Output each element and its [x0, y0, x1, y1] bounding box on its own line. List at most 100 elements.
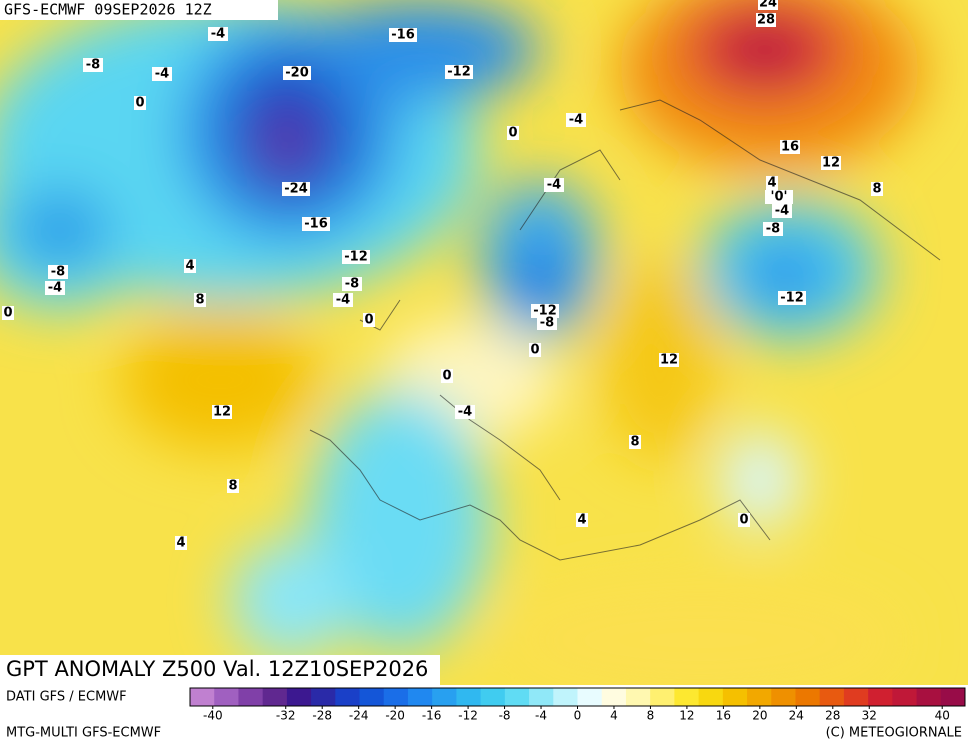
colorbar-tick-label: -32	[276, 709, 296, 723]
colorbar-swatch	[529, 688, 554, 706]
run-label: GFS-ECMWF 09SEP2026 12Z	[4, 1, 212, 19]
colorbar-tick-label: -24	[349, 709, 369, 723]
contour-label-bg	[659, 353, 679, 367]
contour-label-bg	[629, 435, 641, 449]
anomaly-field	[0, 0, 968, 685]
contour-label-bg	[227, 479, 239, 493]
contour-label: '0'	[770, 190, 787, 205]
contour-label-bg	[507, 126, 519, 140]
contour-label-bg	[765, 190, 793, 204]
copyright: (C) METEOGIORNALE	[826, 726, 962, 741]
contour-label: 0	[442, 369, 451, 384]
contour-label: -12	[533, 304, 557, 319]
contour-label: -4	[775, 204, 789, 219]
contour-label-bg	[48, 265, 68, 279]
contour-label-bg	[871, 182, 883, 196]
contour-label: -4	[211, 27, 225, 42]
contour-label-bg	[342, 250, 370, 264]
colorbar-swatch	[359, 688, 385, 706]
colorbar-tick-label: 28	[825, 709, 840, 723]
contour-label: -20	[285, 66, 309, 81]
contour-label: 24	[759, 0, 777, 11]
colorbar-swatch	[190, 688, 215, 706]
contour-label-bg	[134, 96, 146, 110]
colorbar-swatch	[771, 688, 796, 706]
contour-label: -16	[304, 217, 328, 232]
colorbar-swatch	[747, 688, 772, 706]
contour-label-bg	[83, 58, 103, 72]
colorbar-tick-label: 40	[935, 709, 950, 723]
contour-label-bg	[175, 536, 187, 550]
contour-label-bg	[2, 306, 14, 320]
contour-label: 0	[364, 313, 373, 328]
contour-label-bg	[45, 281, 65, 295]
colorbar-tick-label: -28	[312, 709, 332, 723]
contour-label-bg	[531, 304, 559, 318]
contour-label: -8	[86, 58, 100, 73]
colorbar-swatch	[480, 688, 506, 706]
colorbar-tick-label: 8	[647, 709, 655, 723]
contour-label-bg	[363, 313, 375, 327]
colorbar-tick-label: 20	[752, 709, 767, 723]
contour-label: 4	[767, 176, 776, 191]
colorbar-swatch	[868, 688, 893, 706]
contour-label: -4	[569, 113, 583, 128]
contour-label: 12	[213, 405, 231, 420]
contour-label-bg	[772, 204, 792, 218]
model-label: MTG-MULTI GFS-ECMWF	[6, 726, 161, 741]
header-box	[0, 0, 278, 20]
contour-label: -12	[344, 250, 368, 265]
colorbar-swatch	[795, 688, 821, 706]
source-label: DATI GFS / ECMWF	[6, 690, 127, 705]
colorbar-swatch	[504, 688, 530, 706]
colorbar-swatch	[286, 688, 312, 706]
colorbar-swatch	[262, 688, 288, 706]
colorbar-swatch	[698, 688, 724, 706]
colorbar-tick-label: -16	[422, 709, 442, 723]
contour-label: -12	[780, 291, 804, 306]
contour-label: 0	[3, 306, 12, 321]
contour-label-bg	[455, 405, 475, 419]
colorbar-swatch	[311, 688, 336, 706]
contour-label-bg	[152, 67, 172, 81]
contour-label-bg	[184, 259, 196, 273]
contour-label: -24	[284, 182, 308, 197]
colorbar-swatch	[601, 688, 627, 706]
colorbar-tick-label: -40	[203, 709, 223, 723]
colorbar-swatch	[674, 688, 700, 706]
contour-label: -4	[458, 405, 472, 420]
colorbar-swatch	[940, 688, 966, 706]
colorbar-swatch	[214, 688, 239, 706]
contour-label: 28	[757, 13, 775, 28]
colorbar-swatch	[650, 688, 675, 706]
contour-label: 0	[508, 126, 517, 141]
colorbar-tick-label: 32	[862, 709, 877, 723]
colorbar-swatch	[456, 688, 482, 706]
colorbar-swatch	[625, 688, 651, 706]
contour-label: 16	[781, 140, 799, 155]
contour-label: -4	[336, 293, 350, 308]
contour-label: -12	[447, 65, 471, 80]
colorbar-swatch	[892, 688, 918, 706]
contour-label: 0	[135, 96, 144, 111]
contour-label-bg	[821, 156, 841, 170]
contour-label-bg	[566, 113, 586, 127]
contour-label: 8	[630, 435, 639, 450]
colorbar-tick-label: -8	[499, 709, 511, 723]
colorbar-swatch	[335, 688, 361, 706]
contour-label: -4	[155, 67, 169, 82]
colorbar-tick-label: -4	[535, 709, 547, 723]
contour-label: -4	[48, 281, 62, 296]
contour-label-bg	[537, 316, 557, 330]
contour-label-bg	[282, 182, 310, 196]
contour-label-bg	[283, 66, 311, 80]
contour-label: 8	[228, 479, 237, 494]
contour-label: 0	[739, 513, 748, 528]
map-title: GPT ANOMALY Z500 Val. 12Z10SEP2026	[6, 657, 428, 681]
colorbar-swatch	[407, 688, 433, 706]
contour-label-bg	[763, 222, 783, 236]
contour-label-bg	[778, 291, 806, 305]
contour-label-bg	[576, 513, 588, 527]
contour-label: -4	[547, 178, 561, 193]
contour-label: -8	[51, 265, 65, 280]
